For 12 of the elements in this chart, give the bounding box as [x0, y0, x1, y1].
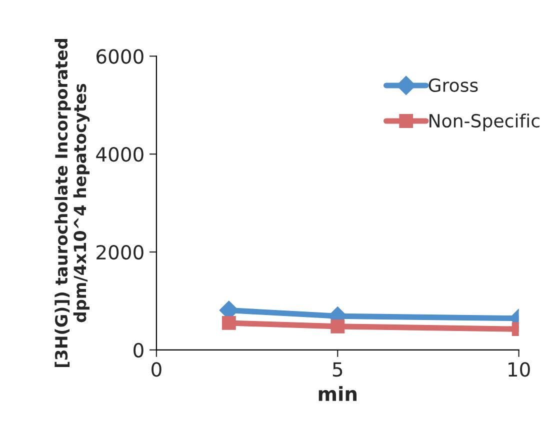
legend-label: Gross	[428, 78, 478, 92]
point	[222, 316, 236, 330]
legend-label: Non-Specific	[430, 114, 540, 132]
y-tick-label: 6000	[96, 49, 144, 64]
y-tick-label: 4000	[96, 147, 144, 162]
x-tick-label: 5	[332, 362, 342, 377]
y-axis-title: [3H(G)]) taurocholate Incorporated dpm/4x10^4 hepatocytes	[54, 39, 90, 367]
x-tick-label: 0	[152, 362, 162, 377]
x-tick-label: 10	[508, 362, 530, 377]
y-tick-label: 2000	[96, 244, 144, 260]
y-tick-label: 0	[134, 342, 144, 358]
x-axis-title: min	[318, 386, 356, 401]
